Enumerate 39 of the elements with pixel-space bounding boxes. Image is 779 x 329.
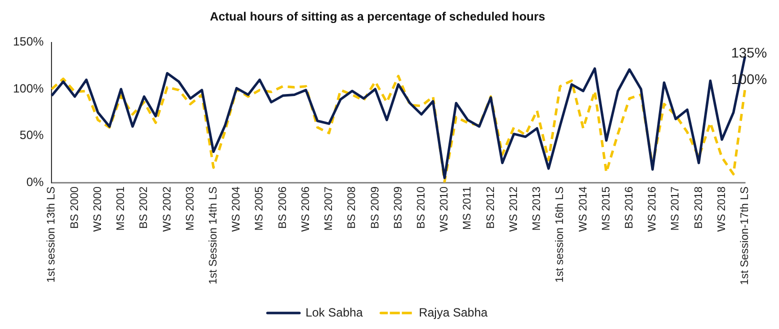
data-label: 135% bbox=[731, 44, 767, 60]
legend-label: Rajya Sabha bbox=[418, 305, 488, 320]
x-tick-label: BS 2006 bbox=[276, 186, 289, 229]
x-tick-label: WS 2004 bbox=[230, 186, 243, 232]
x-tick-label: WS 2006 bbox=[300, 186, 312, 232]
x-tick-label: MS 2001 bbox=[115, 186, 128, 231]
y-tick-label: 100% bbox=[12, 81, 44, 96]
x-tick-label: MS 2003 bbox=[184, 186, 196, 231]
x-tick-label: 1st session 13th LS bbox=[46, 186, 58, 283]
x-tick-label: MS 2011 bbox=[462, 186, 474, 230]
x-tick-label: MS 2013 bbox=[531, 186, 544, 231]
x-tick-label: BS 2016 bbox=[623, 186, 636, 229]
x-tick-label: WS 2010 bbox=[438, 186, 451, 232]
chart-title: Actual hours of sitting as a percentage of scheduled hours bbox=[210, 10, 546, 24]
x-tick-label: BS 2009 bbox=[369, 186, 382, 229]
x-tick-label: BS 2000 bbox=[68, 186, 81, 229]
x-tick-label: WS 2012 bbox=[508, 186, 520, 232]
x-tick-label: MS 2015 bbox=[600, 186, 612, 231]
x-tick-label: BS 2012 bbox=[484, 186, 497, 229]
x-tick-label: WS 2002 bbox=[161, 186, 174, 232]
x-tick-label: BS 2009 bbox=[392, 186, 404, 229]
y-tick-label: 50% bbox=[20, 128, 44, 142]
legend-label: Lok Sabha bbox=[305, 305, 364, 320]
x-tick-label: MS 2017 bbox=[670, 186, 682, 231]
y-tick-label: 0% bbox=[26, 174, 44, 189]
x-tick-label: MS 2007 bbox=[323, 186, 336, 231]
x-tick-label: BS 2018 bbox=[692, 186, 705, 229]
x-tick-label: 1st Session-17th LS bbox=[739, 186, 752, 286]
x-tick-label: 1st session 16th LS bbox=[554, 186, 566, 283]
x-tick-label: WS 2016 bbox=[646, 186, 659, 232]
x-tick-label: WS 2014 bbox=[577, 186, 590, 232]
y-tick-label: 150% bbox=[12, 34, 44, 49]
x-tick-label: MS 2005 bbox=[254, 186, 266, 231]
x-tick-label: BS 2008 bbox=[346, 186, 358, 229]
x-tick-label: WS 2000 bbox=[92, 186, 104, 232]
x-tick-label: BS 2010 bbox=[415, 186, 428, 229]
x-tick-label: 1st Session 14th LS bbox=[207, 186, 220, 284]
x-tick-label: BS 2002 bbox=[138, 186, 150, 229]
x-tick-label: WS 2018 bbox=[716, 186, 728, 232]
